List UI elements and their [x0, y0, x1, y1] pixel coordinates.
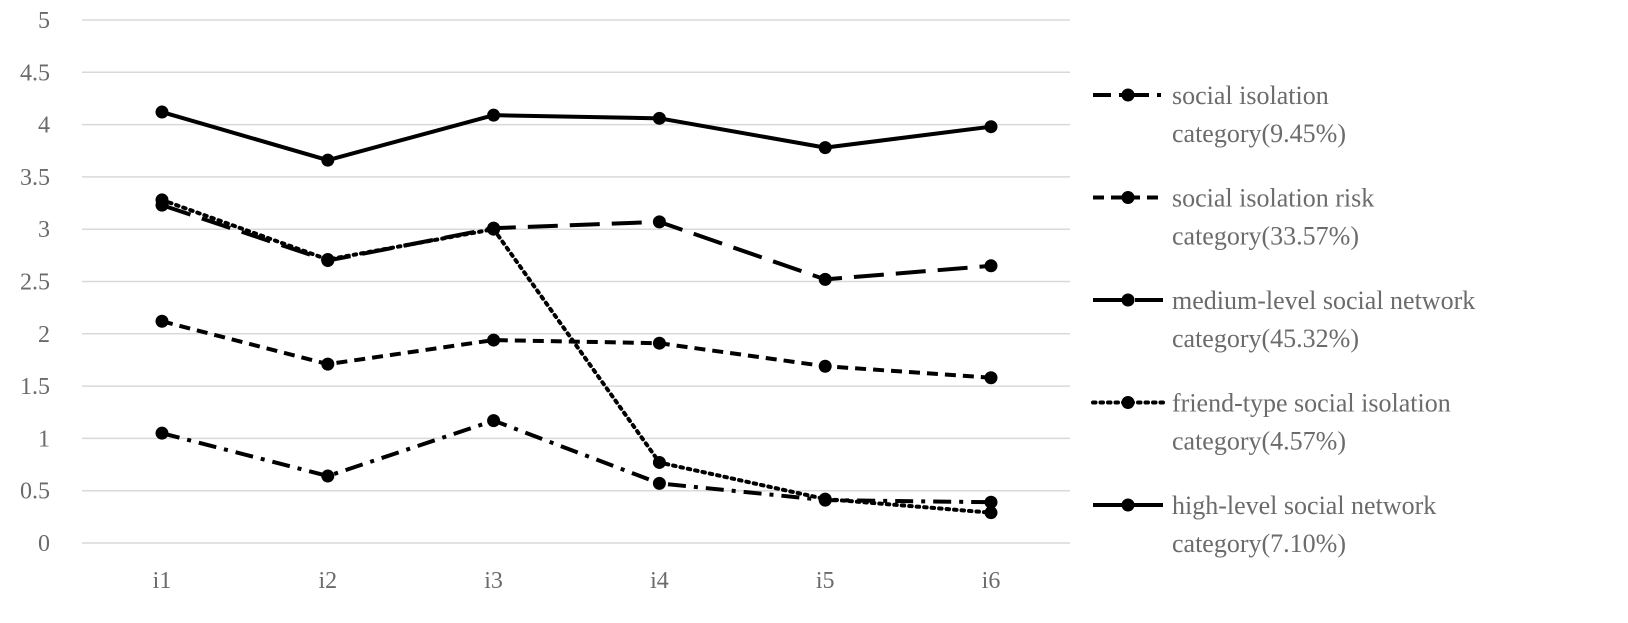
data-point: [652, 111, 666, 125]
legend-marker: [1121, 88, 1135, 102]
data-point: [652, 215, 666, 229]
legend-label: social isolation: [1172, 81, 1329, 110]
data-point: [984, 495, 998, 509]
legend-entry: social isolation category(9.45%): [1093, 81, 1346, 148]
data-point: [652, 336, 666, 350]
series-line: [161, 110, 992, 163]
data-point: [155, 426, 169, 440]
data-point: [818, 272, 832, 286]
legend-label: medium-level social network: [1172, 286, 1475, 315]
data-point: [487, 414, 501, 428]
x-tick-label: i2: [318, 568, 337, 594]
series-line: [161, 319, 992, 380]
y-tick-label: 4: [38, 113, 50, 139]
y-tick-label: 5: [38, 8, 50, 34]
legend-label: category(7.10%): [1172, 529, 1346, 558]
data-point: [487, 333, 501, 347]
y-tick-label: 4.5: [20, 60, 50, 86]
data-point: [321, 153, 335, 167]
data-point: [984, 371, 998, 385]
legend-label: category(4.57%): [1172, 427, 1346, 456]
series-4: [155, 193, 998, 520]
series-5: [155, 105, 998, 167]
x-tick-label: i6: [982, 568, 1001, 594]
y-tick-label: 0.5: [20, 479, 50, 505]
series-line: [161, 418, 992, 505]
data-point: [984, 120, 998, 134]
legend-entry: high-level social network category(7.10%): [1093, 491, 1436, 558]
x-tick-label: i1: [153, 568, 172, 594]
legend-marker: [1121, 293, 1135, 307]
legend-label: category(33.57%): [1172, 222, 1359, 251]
series-1: [155, 414, 998, 509]
legend-label: friend-type social isolation: [1172, 389, 1451, 418]
data-point: [155, 193, 169, 207]
data-point: [984, 506, 998, 520]
gridlines: [82, 19, 1070, 544]
data-point: [652, 476, 666, 490]
legend-entry: medium-level social network category(45.3…: [1093, 286, 1475, 353]
legend-marker: [1121, 191, 1135, 204]
legend-label: high-level social network: [1172, 491, 1436, 520]
series-line: [161, 203, 992, 282]
y-tick-label: 1.5: [20, 374, 50, 400]
series-2: [155, 314, 998, 385]
data-point: [487, 222, 501, 236]
legend-marker: [1121, 498, 1135, 512]
y-axis-ticks: 0 0.5 1 1.5 2 2.5 3 3.5 4 4.5 5: [20, 8, 50, 557]
y-tick-label: 1: [38, 426, 50, 452]
data-point: [321, 469, 335, 483]
y-tick-label: 3.5: [20, 165, 50, 191]
y-tick-label: 2: [38, 322, 50, 348]
legend-entry: social isolation risk category(33.57%): [1093, 184, 1374, 251]
x-tick-label: i4: [650, 568, 669, 594]
data-point: [155, 105, 169, 119]
data-point: [321, 357, 335, 371]
data-point: [818, 359, 832, 373]
data-point: [155, 314, 169, 328]
data-point: [321, 253, 335, 267]
data-point: [818, 141, 832, 155]
legend-entry: friend-type social isolation category(4.5…: [1091, 389, 1451, 456]
x-tick-label: i3: [484, 568, 503, 594]
legend-marker: [1121, 396, 1135, 409]
data-point: [487, 108, 501, 122]
x-tick-label: i5: [816, 568, 835, 594]
x-axis-ticks: i1 i2 i3 i4 i5 i6: [153, 568, 1001, 594]
data-point: [984, 259, 998, 273]
data-point: [818, 492, 832, 506]
legend-label: category(45.32%): [1172, 324, 1359, 353]
series-line: [160, 197, 993, 515]
legend-label: social isolation risk: [1172, 184, 1374, 213]
y-tick-label: 2.5: [20, 270, 50, 296]
y-tick-label: 0: [38, 531, 50, 557]
legend-label: category(9.45%): [1172, 119, 1346, 148]
series-lines: [155, 105, 998, 520]
y-tick-label: 3: [38, 217, 50, 243]
data-point: [652, 455, 666, 469]
